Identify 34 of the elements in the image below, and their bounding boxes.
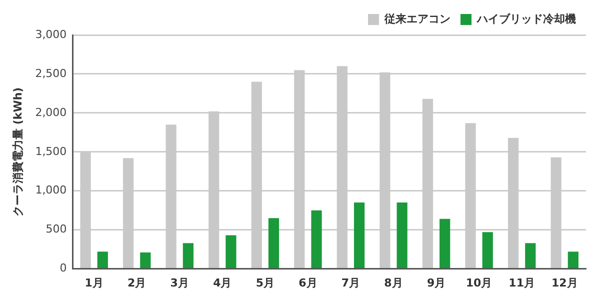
- y-tick-label: 2,500: [35, 66, 67, 80]
- bar: [311, 210, 322, 268]
- bar: [440, 218, 450, 268]
- x-tick-label: 3月: [170, 276, 189, 290]
- y-tick-label: 0: [60, 262, 67, 275]
- x-tick-label: 12月: [551, 276, 578, 290]
- bar: [525, 243, 536, 268]
- bar: [97, 252, 108, 268]
- bar: [182, 243, 194, 268]
- x-tick-label: 9月: [426, 276, 446, 290]
- bar: [482, 232, 493, 268]
- y-tick-label: 1,000: [35, 184, 67, 197]
- x-tick-label: 8月: [384, 276, 403, 290]
- x-tick-label: 7月: [341, 276, 360, 290]
- bar: [226, 235, 236, 268]
- x-tick-label: 6月: [298, 276, 318, 290]
- x-tick-label: 4月: [213, 276, 232, 290]
- y-tick-label: 500: [46, 222, 67, 236]
- x-tick-label: 1月: [84, 276, 104, 290]
- bar: [568, 252, 578, 268]
- bar: [268, 218, 280, 268]
- bar: [396, 202, 408, 268]
- bar: [354, 202, 365, 268]
- y-tick-label: 3,000: [35, 28, 67, 41]
- bar: [140, 252, 151, 268]
- y-tick-label: 1,500: [35, 144, 67, 158]
- x-tick-label: 5月: [256, 276, 275, 290]
- y-tick-label: 2,000: [35, 106, 67, 119]
- x-tick-label: 2月: [128, 276, 146, 290]
- y-axis-title: クーラ消費電力量 (kWh): [11, 87, 24, 216]
- legend-label: 従来エアコン: [384, 12, 450, 26]
- x-tick-label: 10月: [466, 276, 492, 290]
- x-tick-label: 11月: [508, 276, 535, 290]
- legend-label: ハイブリッド冷却機: [476, 12, 576, 26]
